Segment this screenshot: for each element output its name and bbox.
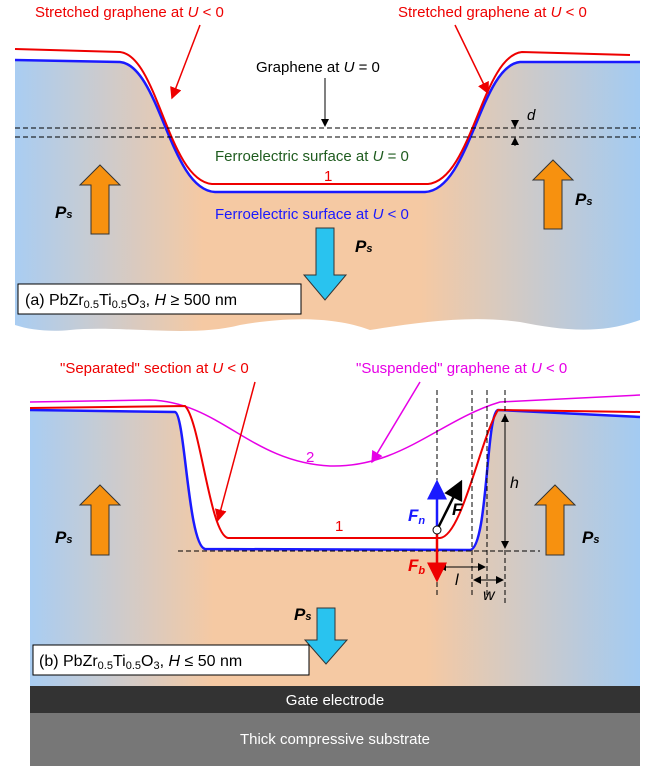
caption: (a) PbZr0.5Ti0.5O3, H ≥ 500 nm (25, 292, 237, 311)
label: w (483, 587, 496, 604)
label: "Suspended" graphene at U < 0 (356, 360, 567, 377)
label: "Separated" section at U < 0 (60, 360, 249, 377)
label: Ferroelectric surface at U < 0 (215, 206, 409, 223)
label: Stretched graphene at U < 0 (398, 4, 587, 21)
label: l (455, 572, 459, 589)
label: Ferroelectric surface at U = 0 (215, 148, 409, 165)
substrate-label: Thick compressive substrate (240, 731, 430, 748)
pointer (218, 382, 255, 520)
label: 2 (306, 449, 314, 466)
label: Graphene at U = 0 (256, 59, 380, 76)
contact-point (433, 526, 441, 534)
pointer (455, 25, 488, 93)
label: Fn (408, 506, 425, 527)
caption: (b) PbZr0.5Ti0.5O3, H ≤ 50 nm (39, 653, 242, 672)
diagram: Stretched graphene at U < 0 Stretched gr… (0, 0, 662, 766)
label: h (510, 475, 519, 492)
label: 1 (324, 168, 332, 185)
pointer (372, 382, 420, 462)
gate-label: Gate electrode (286, 692, 384, 709)
label: F (452, 500, 463, 519)
label: d (527, 107, 536, 124)
label: 1 (335, 518, 343, 535)
label: Stretched graphene at U < 0 (35, 4, 224, 21)
pointer (172, 25, 200, 98)
